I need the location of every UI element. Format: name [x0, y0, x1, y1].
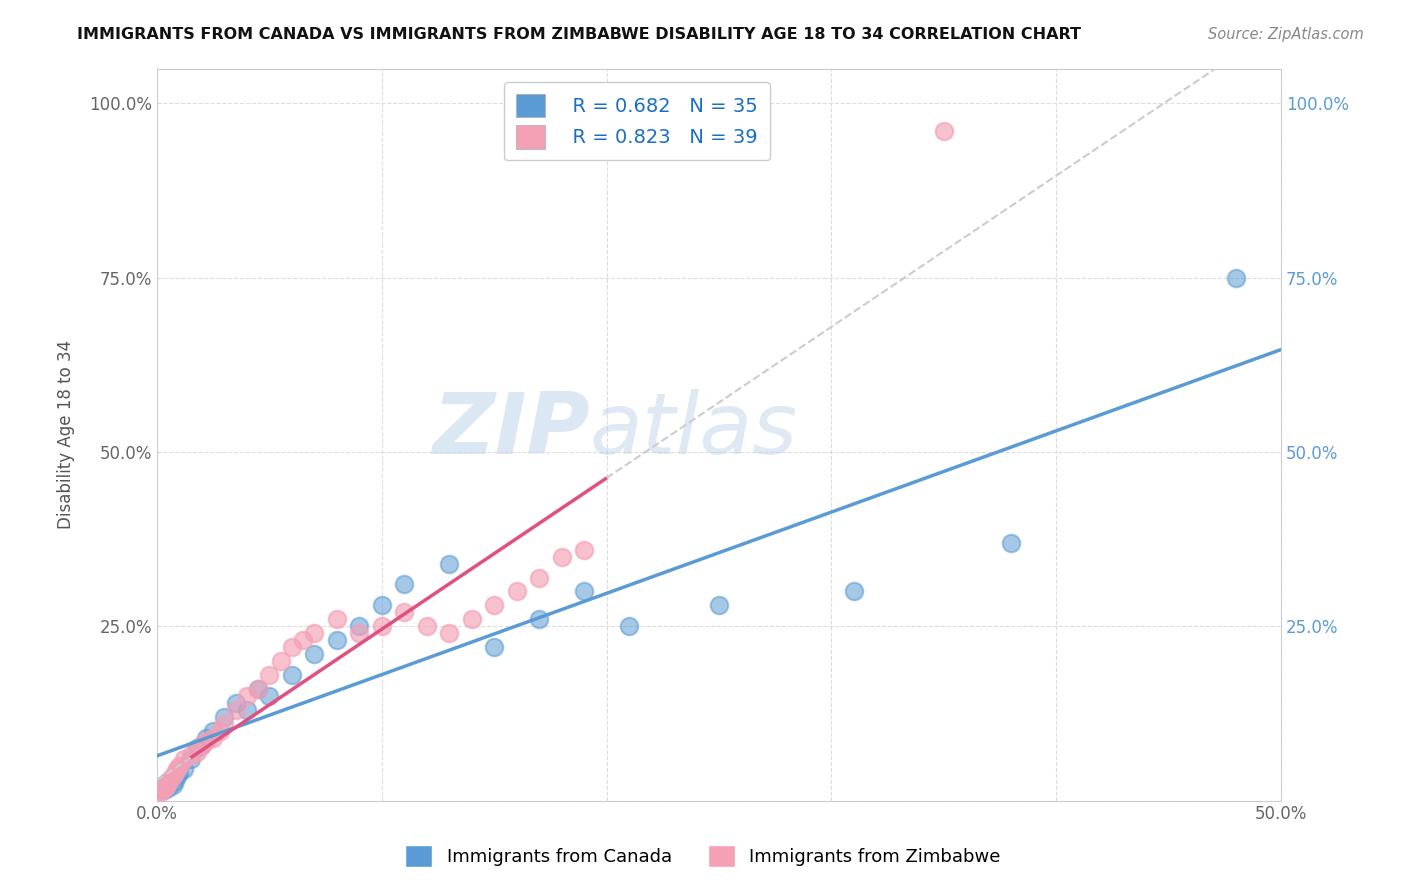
Point: [180, 748, 202, 763]
Point: [259, 689, 281, 703]
Text: ZIP: ZIP: [432, 390, 589, 473]
Point: [707, 599, 730, 613]
Point: [392, 577, 415, 591]
Text: atlas: atlas: [589, 390, 797, 473]
Point: [236, 703, 259, 717]
Point: [155, 776, 177, 790]
Point: [236, 689, 259, 703]
Point: [617, 619, 640, 633]
Point: [202, 731, 225, 745]
Point: [173, 752, 195, 766]
Point: [527, 612, 550, 626]
Point: [169, 758, 191, 772]
Point: [163, 774, 186, 789]
Point: [326, 633, 349, 648]
Point: [281, 640, 304, 655]
Point: [349, 626, 371, 640]
Point: [195, 731, 218, 745]
Point: [180, 752, 202, 766]
Point: [326, 612, 349, 626]
Point: [292, 633, 315, 648]
Point: [225, 703, 247, 717]
Point: [191, 738, 214, 752]
Point: [150, 780, 173, 794]
Point: [225, 696, 247, 710]
Point: [371, 599, 394, 613]
Point: [159, 772, 181, 787]
Point: [304, 626, 326, 640]
Point: [186, 745, 208, 759]
Point: [214, 717, 236, 731]
Point: [195, 734, 218, 748]
Point: [259, 668, 281, 682]
Point: [162, 769, 184, 783]
Point: [304, 647, 326, 661]
Point: [572, 542, 595, 557]
Point: [173, 762, 195, 776]
Point: [152, 783, 174, 797]
Legend:   R = 0.682   N = 35,   R = 0.823   N = 39: R = 0.682 N = 35, R = 0.823 N = 39: [503, 82, 769, 161]
Point: [247, 681, 270, 696]
Point: [163, 765, 186, 780]
Point: [392, 606, 415, 620]
Point: [572, 584, 595, 599]
Point: [437, 626, 460, 640]
Point: [159, 772, 181, 787]
Point: [155, 780, 177, 794]
Point: [186, 741, 208, 756]
Point: [191, 738, 214, 752]
Point: [169, 765, 191, 780]
Point: [214, 710, 236, 724]
Point: [1000, 535, 1022, 549]
Point: [162, 778, 184, 792]
Text: IMMIGRANTS FROM CANADA VS IMMIGRANTS FROM ZIMBABWE DISABILITY AGE 18 TO 34 CORRE: IMMIGRANTS FROM CANADA VS IMMIGRANTS FRO…: [77, 27, 1081, 42]
Point: [247, 681, 270, 696]
Point: [166, 769, 188, 783]
Legend: Immigrants from Canada, Immigrants from Zimbabwe: Immigrants from Canada, Immigrants from …: [398, 838, 1008, 874]
Point: [270, 654, 292, 668]
Point: [482, 599, 505, 613]
Point: [157, 780, 180, 795]
Point: [437, 557, 460, 571]
Point: [152, 780, 174, 795]
Point: [208, 723, 231, 738]
Point: [415, 619, 437, 633]
Point: [281, 668, 304, 682]
Point: [371, 619, 394, 633]
Point: [157, 776, 180, 790]
Point: [150, 785, 173, 799]
Point: [505, 584, 527, 599]
Y-axis label: Disability Age 18 to 34: Disability Age 18 to 34: [58, 340, 75, 529]
Point: [148, 783, 170, 797]
Point: [460, 612, 482, 626]
Point: [550, 549, 572, 564]
Point: [527, 570, 550, 584]
Point: [349, 619, 371, 633]
Text: Source: ZipAtlas.com: Source: ZipAtlas.com: [1208, 27, 1364, 42]
Point: [842, 584, 865, 599]
Point: [166, 762, 188, 776]
Point: [1225, 270, 1247, 285]
Point: [482, 640, 505, 655]
Point: [202, 723, 225, 738]
Point: [932, 124, 955, 138]
